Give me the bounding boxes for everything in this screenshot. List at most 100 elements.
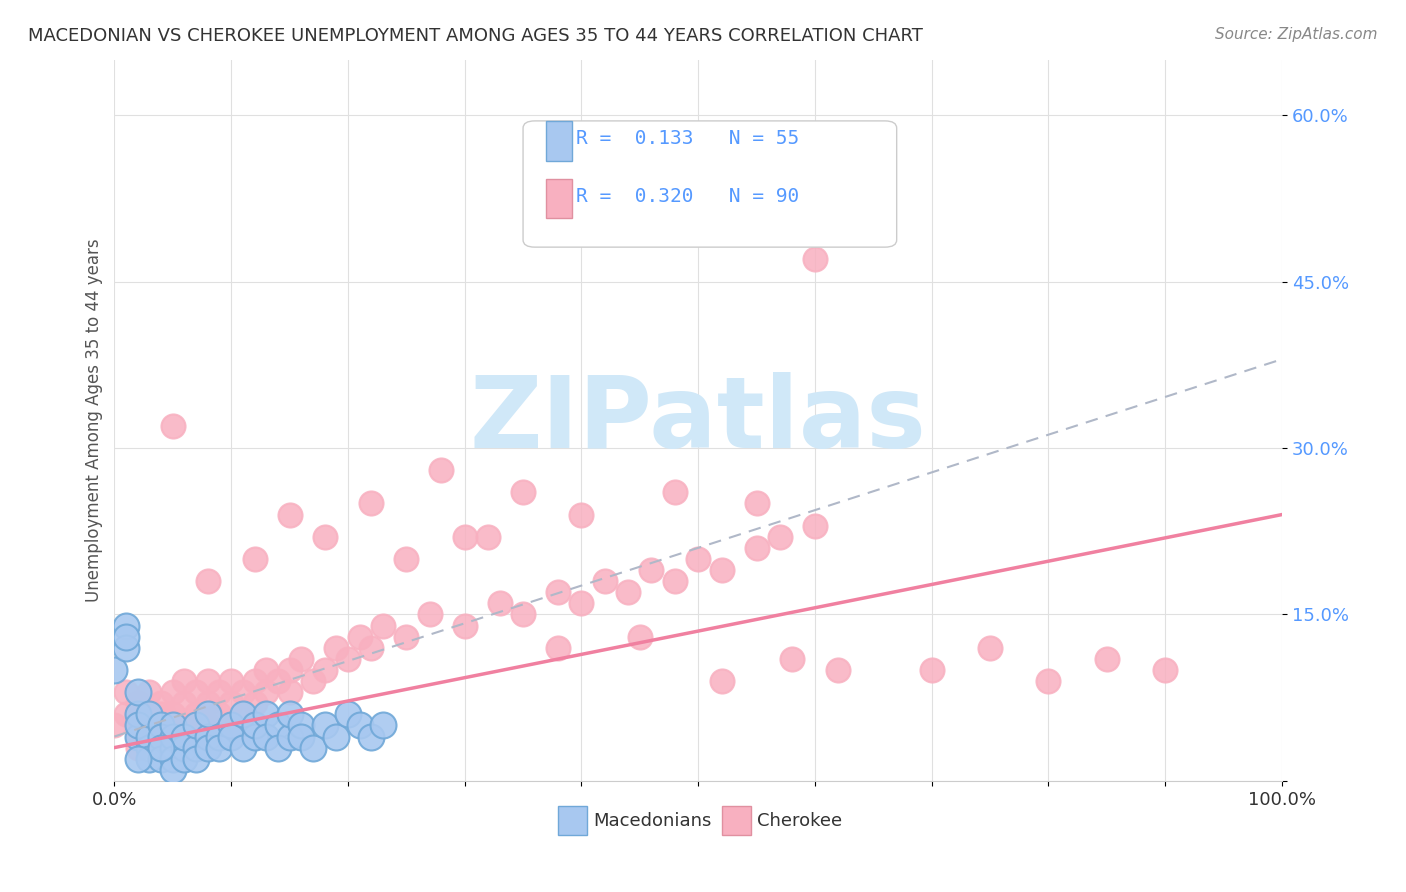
Point: [302, 740, 325, 755]
Point: [197, 673, 219, 688]
Point: [127, 707, 149, 722]
Point: [208, 707, 231, 722]
Point: [254, 730, 277, 744]
Point: [804, 252, 827, 267]
Point: [371, 718, 394, 732]
Bar: [558, 806, 588, 835]
Point: [186, 685, 208, 699]
Point: [278, 707, 301, 722]
Point: [232, 685, 254, 699]
Point: [162, 718, 184, 732]
Point: [314, 530, 336, 544]
Point: [1095, 652, 1118, 666]
Point: [150, 740, 173, 755]
Point: [453, 618, 475, 632]
Point: [127, 718, 149, 732]
Point: [150, 696, 173, 710]
Point: [314, 718, 336, 732]
Point: [115, 618, 138, 632]
Point: [138, 730, 160, 744]
Point: [138, 730, 160, 744]
Point: [419, 607, 441, 622]
Point: [710, 673, 733, 688]
Point: [186, 718, 208, 732]
Point: [336, 652, 359, 666]
Point: [267, 740, 290, 755]
Point: [571, 596, 593, 610]
Point: [162, 707, 184, 722]
Point: [769, 530, 792, 544]
Text: Cherokee: Cherokee: [756, 812, 842, 830]
Point: [219, 673, 242, 688]
Point: [664, 574, 686, 589]
Point: [254, 663, 277, 677]
Point: [127, 696, 149, 710]
Bar: [547, 121, 572, 161]
Point: [219, 718, 242, 732]
Point: [138, 685, 160, 699]
Point: [197, 707, 219, 722]
Point: [243, 718, 266, 732]
Point: [745, 541, 768, 555]
Point: [186, 752, 208, 766]
Point: [349, 630, 371, 644]
Point: [278, 730, 301, 744]
Point: [267, 718, 290, 732]
Point: [302, 673, 325, 688]
Point: [197, 718, 219, 732]
Point: [173, 752, 195, 766]
Point: [710, 563, 733, 577]
Text: Macedonians: Macedonians: [593, 812, 711, 830]
Bar: [721, 806, 751, 835]
Point: [127, 685, 149, 699]
Bar: [547, 178, 572, 219]
Point: [979, 640, 1001, 655]
Point: [395, 630, 418, 644]
Point: [547, 640, 569, 655]
Point: [243, 730, 266, 744]
Point: [360, 640, 382, 655]
Point: [314, 663, 336, 677]
Point: [162, 685, 184, 699]
Point: [349, 718, 371, 732]
Point: [138, 752, 160, 766]
Point: [804, 518, 827, 533]
Point: [162, 752, 184, 766]
Point: [430, 463, 453, 477]
Point: [243, 696, 266, 710]
Point: [208, 740, 231, 755]
Point: [617, 585, 640, 599]
Point: [219, 696, 242, 710]
Point: [745, 496, 768, 510]
Point: [453, 530, 475, 544]
Point: [162, 718, 184, 732]
Point: [197, 730, 219, 744]
Point: [219, 718, 242, 732]
Point: [488, 596, 510, 610]
Point: [115, 685, 138, 699]
Point: [254, 707, 277, 722]
Point: [290, 718, 312, 732]
Point: [290, 652, 312, 666]
Point: [162, 418, 184, 433]
Point: [186, 707, 208, 722]
Point: [197, 696, 219, 710]
Point: [1154, 663, 1177, 677]
Point: [547, 585, 569, 599]
Point: [232, 707, 254, 722]
Point: [827, 663, 849, 677]
Point: [162, 730, 184, 744]
Text: ZIPatlas: ZIPatlas: [470, 372, 927, 468]
Point: [254, 685, 277, 699]
Point: [127, 740, 149, 755]
Text: R =  0.320   N = 90: R = 0.320 N = 90: [575, 187, 799, 206]
Point: [477, 530, 499, 544]
Point: [593, 574, 616, 589]
Point: [208, 685, 231, 699]
Point: [150, 730, 173, 744]
Point: [325, 730, 347, 744]
Point: [360, 730, 382, 744]
Point: [571, 508, 593, 522]
FancyBboxPatch shape: [523, 121, 897, 247]
Point: [150, 718, 173, 732]
